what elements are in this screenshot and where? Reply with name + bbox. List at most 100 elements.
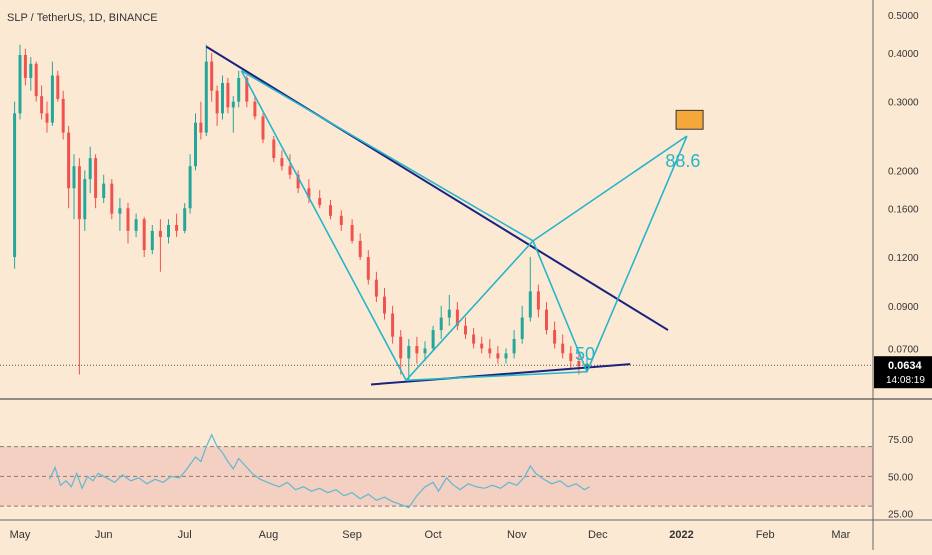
last-price-badge [874,356,932,389]
candle-body [94,158,98,198]
candle-body [77,166,81,220]
resistance-trendline[interactable] [205,45,669,331]
candle-body [102,183,106,198]
candle-body [253,101,257,117]
time-tick-label: 2022 [669,529,693,541]
price-tick-label: 0.1200 [888,253,919,264]
candle-body [391,313,395,337]
ratio-label-50: 50 [575,344,595,364]
candle-body [175,224,179,231]
last-price-label: 0.0634 [888,360,923,372]
candle-body [423,348,427,354]
candle-body [210,61,214,91]
time-tick-label: Jul [178,529,192,541]
ratio-label-88-6: 88.6 [665,151,700,171]
time-tick-label: Feb [756,529,775,541]
candle-body [561,343,565,354]
time-tick-label: Oct [425,529,442,541]
rsi-layer [49,433,590,509]
candle-body [296,174,300,189]
candle-body [72,166,76,189]
candle-body [237,77,241,102]
candle-body [545,309,548,331]
candle-body [118,208,122,214]
candle-body [110,183,114,214]
time-tick-label: May [10,529,31,541]
candle-body [167,224,170,238]
candle-body [407,346,411,359]
target-zone[interactable] [675,109,704,130]
rsi-tick-label: 75.00 [888,435,913,446]
candle-body [358,240,362,258]
harmonic-pattern-ac[interactable] [406,370,588,382]
price-tick-label: 0.3000 [888,98,919,109]
price-tick-label: 0.4000 [888,49,919,60]
price-tick-label: 0.0700 [888,344,919,355]
candle-body [183,208,187,231]
harmonic-pattern-xbd[interactable] [240,70,688,242]
candle-body [231,101,235,108]
candle-body [204,61,208,133]
rsi-tick-label: 50.00 [888,472,913,483]
candle-body [472,334,476,344]
candle-body [142,219,146,251]
time-tick-label: Sep [342,529,362,541]
candle-body [45,113,49,123]
price-tick-label: 0.5000 [888,11,919,22]
candle-body [29,63,33,78]
candle-body [318,197,322,206]
candle-body [261,116,265,140]
candle-body [350,224,354,241]
time-tick-label: Jun [95,529,113,541]
candle-body [553,330,557,344]
candle-body [245,77,249,102]
candle-body [56,75,60,99]
candle-body [455,309,459,326]
candle-body [399,336,403,359]
candle-body [288,166,292,175]
candle-body [88,158,92,180]
candle-body [280,158,284,167]
candle-body [134,219,138,231]
candle-body [577,360,581,367]
support-trendline[interactable] [370,363,631,386]
candle-body [374,279,378,297]
candle-body [50,75,54,123]
candle-body [61,98,65,133]
chart-title: SLP / TetherUS, 1D, BINANCE [7,12,158,24]
candle-body [40,96,44,114]
candle-body [512,338,516,354]
candle-body [221,82,224,114]
candle-body [585,363,589,367]
candle-body [383,296,386,314]
candle-body [431,330,435,349]
candle-body [447,309,451,318]
candle-body [67,132,71,189]
candle-body [226,82,230,108]
candle-body [366,257,370,280]
candle-body [496,353,500,359]
time-tick-label: Nov [507,529,527,541]
candle-body [215,90,219,114]
price-tick-label: 0.2000 [888,166,919,177]
candle-body [480,343,484,349]
candle-body [464,325,467,335]
candles-layer [13,44,589,381]
candle-body [18,55,22,114]
rsi-line [49,433,590,509]
candle-body [536,291,540,310]
candle-body [23,55,27,78]
drawing-layer: 50 88.6 [0,45,873,386]
candle-body [569,353,573,361]
candle-body [272,139,276,159]
time-tick-label: Mar [831,529,850,541]
rsi-tick-label: 25.00 [888,510,913,521]
candle-body [199,122,203,133]
candle-body [126,208,130,231]
candle-body [307,188,311,198]
candle-body [528,291,532,318]
axes-layer: 0.5000 0.4000 0.3000 0.2000 0.1600 0.1200 0.09… [10,11,932,541]
rsi-band-layer [0,446,873,507]
